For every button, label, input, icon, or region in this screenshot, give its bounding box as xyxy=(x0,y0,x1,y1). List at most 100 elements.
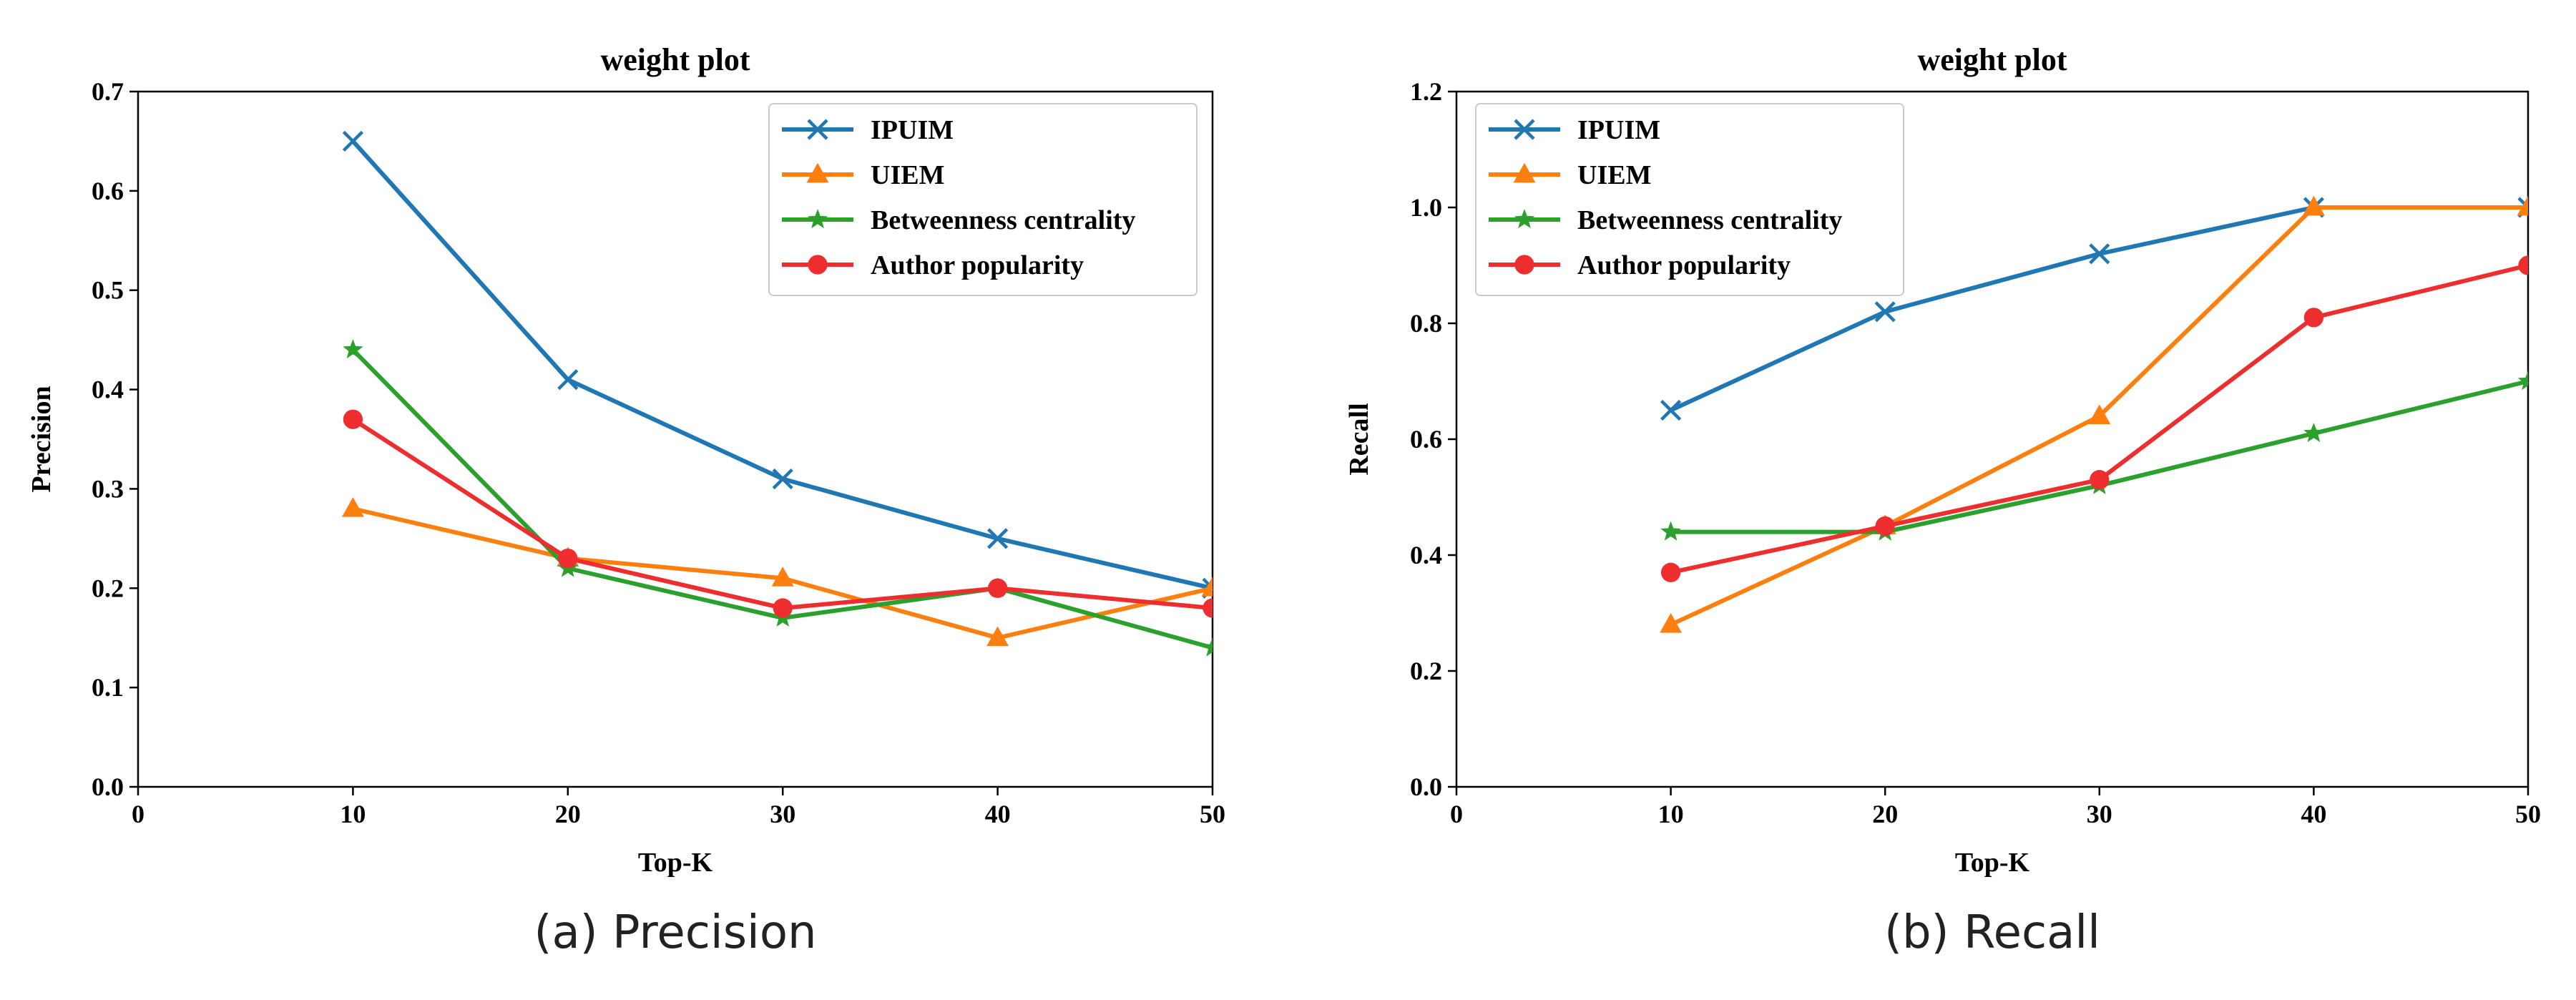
x-tick-label: 20 xyxy=(555,800,581,828)
data-point xyxy=(1660,612,1683,633)
plot-frame xyxy=(137,90,1214,788)
recall-chart: weight plot Top-K Recall (b) Recall 0 10 2… xyxy=(1344,42,2541,959)
data-point xyxy=(2303,308,2324,328)
legend: IPUIM UIEM Betweenness centrality Author po… xyxy=(768,103,1198,296)
x-tick-label: 20 xyxy=(1872,800,1898,828)
data-point xyxy=(987,578,1008,598)
legend-label: IPUIM xyxy=(871,115,954,145)
data-point xyxy=(1874,301,1896,323)
y-tick-label: 0.5 xyxy=(92,276,124,305)
legend-box xyxy=(1475,103,1904,296)
legend-label: Betweenness centrality xyxy=(1577,205,1842,235)
data-point xyxy=(2517,195,2528,216)
legend-marker xyxy=(1514,209,1535,229)
y-tick-label: 0.2 xyxy=(92,574,124,602)
subfigure-caption: (a) Precision xyxy=(534,906,816,959)
y-tick-label: 0.0 xyxy=(92,773,124,801)
legend-label: UIEM xyxy=(1577,160,1651,190)
x-axis-label: Top-K xyxy=(1955,848,2030,878)
legend-item: IPUIM xyxy=(1489,115,1660,145)
series-markers xyxy=(343,409,1213,618)
x-tick-label: 50 xyxy=(2515,800,2541,828)
series-ipuim xyxy=(342,130,1213,599)
legend-label: UIEM xyxy=(871,160,944,190)
y-axis-label: Precision xyxy=(26,386,57,492)
x-tick-label: 0 xyxy=(132,800,145,828)
series-uiem xyxy=(341,496,1213,647)
legend-item: UIEM xyxy=(782,160,944,190)
data-point xyxy=(773,598,793,618)
legend-item: Betweenness centrality xyxy=(1489,205,1842,235)
legend-item: Betweenness centrality xyxy=(782,205,1135,235)
legend-marker xyxy=(1513,162,1536,183)
x-tick-label: 10 xyxy=(340,800,366,828)
data-point xyxy=(2302,195,2325,216)
y-tick-label: 0.4 xyxy=(92,376,124,404)
data-point xyxy=(2518,255,2528,275)
chart-title: weight plot xyxy=(1918,42,2067,77)
data-point xyxy=(771,567,794,587)
series-author-popularity xyxy=(343,409,1213,618)
y-tick-label: 0.0 xyxy=(1410,773,1442,801)
data-point xyxy=(1875,516,1895,536)
data-point xyxy=(1660,562,1681,582)
data-point xyxy=(1660,521,1681,541)
legend-marker xyxy=(1514,119,1535,140)
y-tick-label: 0.3 xyxy=(92,474,124,503)
y-tick-label: 0.6 xyxy=(92,177,124,205)
y-tick-label: 0.4 xyxy=(1410,541,1442,569)
data-point xyxy=(986,626,1009,647)
y-tick-label: 0.2 xyxy=(1410,657,1442,685)
series-markers xyxy=(342,130,1213,599)
precision-chart: weight plot Top-K Precision (a) Precisio… xyxy=(26,42,1225,959)
legend-item: Author popularity xyxy=(1489,250,1791,280)
series-markers xyxy=(341,496,1213,647)
legend: IPUIM UIEM Betweenness centrality Author po… xyxy=(1475,103,1904,296)
legend-marker xyxy=(807,119,828,140)
legend-label: Betweenness centrality xyxy=(871,205,1135,235)
series-markers xyxy=(1660,197,2528,421)
y-tick-label: 0.1 xyxy=(92,673,124,702)
data-point xyxy=(2089,243,2110,265)
legend-label: Author popularity xyxy=(1577,250,1791,280)
data-point xyxy=(2090,470,2110,490)
legend-marker xyxy=(808,255,828,275)
series-markers xyxy=(1660,255,2528,582)
data-point xyxy=(1660,399,1682,421)
y-tick-label: 1.0 xyxy=(1410,193,1442,222)
subfigure-caption: (b) Recall xyxy=(1884,906,2100,959)
data-point xyxy=(2517,371,2528,391)
legend-item: IPUIM xyxy=(782,115,954,145)
data-point xyxy=(1203,598,1213,618)
legend-marker xyxy=(1514,255,1534,275)
y-tick-label: 1.2 xyxy=(1410,77,1442,106)
legend-item: Author popularity xyxy=(782,250,1084,280)
x-tick-label: 10 xyxy=(1658,800,1684,828)
data-point xyxy=(342,130,363,152)
y-tick-label: 0.8 xyxy=(1410,309,1442,338)
legend-box xyxy=(768,103,1198,296)
y-tick-label: 0.6 xyxy=(1410,425,1442,454)
legend-label: IPUIM xyxy=(1577,115,1660,145)
data-point xyxy=(2303,423,2324,442)
data-point xyxy=(557,369,579,391)
data-point xyxy=(2088,404,2111,424)
data-point xyxy=(772,468,793,490)
y-axis-label: Recall xyxy=(1344,403,1374,475)
data-point xyxy=(1202,637,1213,657)
x-tick-label: 30 xyxy=(770,800,795,828)
y-tick-label: 0.7 xyxy=(92,77,124,106)
data-point xyxy=(343,409,363,429)
legend-marker xyxy=(806,162,829,183)
x-tick-label: 40 xyxy=(2301,800,2326,828)
x-tick-label: 0 xyxy=(1450,800,1463,828)
data-point xyxy=(1201,577,1213,597)
x-axis-label: Top-K xyxy=(638,848,713,878)
x-tick-label: 50 xyxy=(1200,800,1225,828)
data-point xyxy=(558,548,578,569)
data-point xyxy=(341,496,364,517)
x-tick-label: 40 xyxy=(985,800,1011,828)
chart-title: weight plot xyxy=(601,42,750,77)
